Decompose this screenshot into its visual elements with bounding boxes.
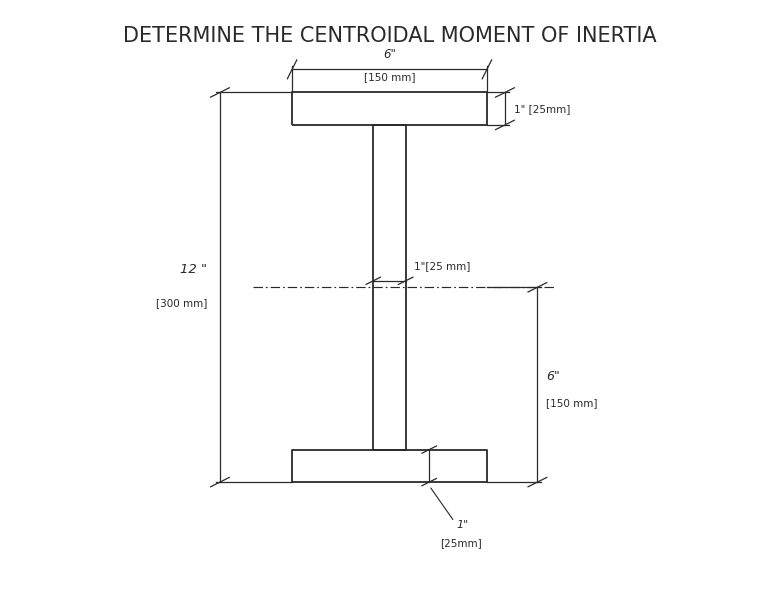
Text: 1" [25mm]: 1" [25mm] [513,104,570,114]
Text: DETERMINE THE CENTROIDAL MOMENT OF INERTIA: DETERMINE THE CENTROIDAL MOMENT OF INERT… [122,26,657,46]
Text: 6": 6" [383,48,396,61]
Text: [300 mm]: [300 mm] [156,298,207,308]
Text: [150 mm]: [150 mm] [546,398,597,408]
Text: [25mm]: [25mm] [440,538,481,548]
Text: [150 mm]: [150 mm] [364,72,415,82]
Text: 6": 6" [546,369,560,382]
Text: 1": 1" [456,519,469,530]
Text: 12 ": 12 " [180,263,207,276]
Text: 1"[25 mm]: 1"[25 mm] [414,261,471,271]
